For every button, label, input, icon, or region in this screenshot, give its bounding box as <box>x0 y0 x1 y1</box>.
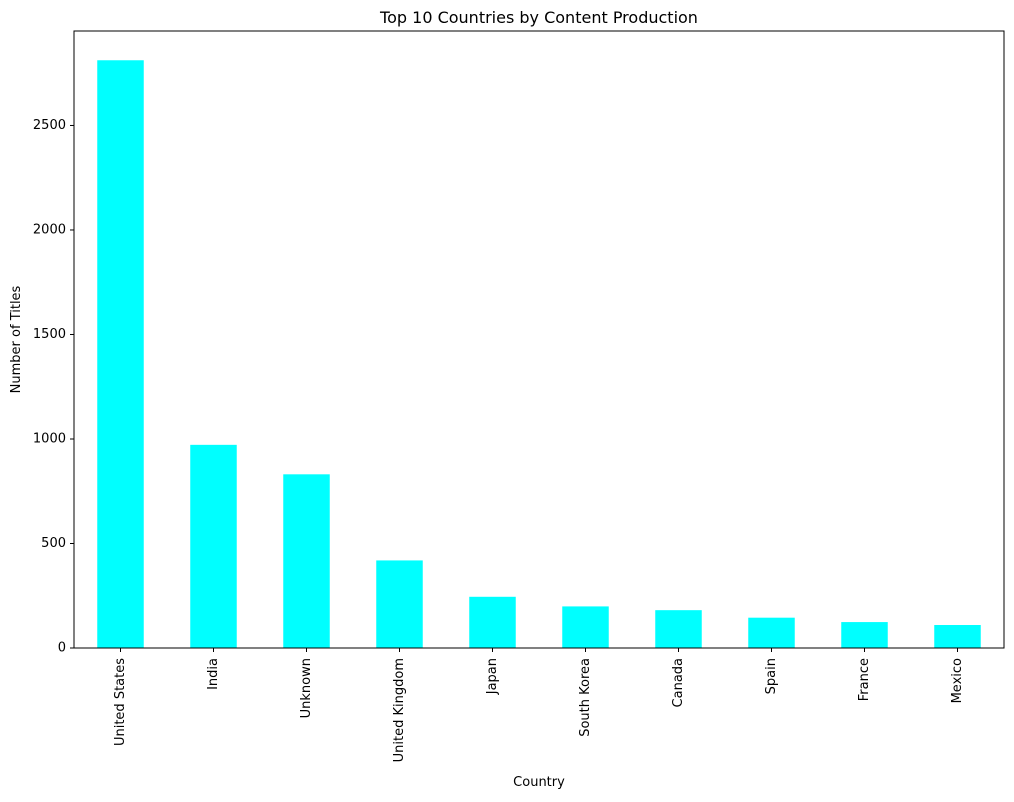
x-tick-label: India <box>206 658 221 690</box>
bar-unknown <box>283 474 330 648</box>
bar-mexico <box>934 625 981 648</box>
y-tick-label: 1000 <box>33 431 66 446</box>
y-tick-label: 2000 <box>33 222 66 237</box>
y-tick-label: 500 <box>41 536 66 551</box>
plot-frame <box>73 30 1005 649</box>
y-tick-label: 1500 <box>33 327 66 342</box>
x-tick-label: Spain <box>764 658 779 694</box>
bar-united-states <box>97 60 144 648</box>
x-tick-label: United States <box>113 658 128 746</box>
x-tick-label: Canada <box>671 658 686 707</box>
y-axis: 0 500 1000 1500 2000 2500 <box>33 118 74 656</box>
bar-india <box>190 444 237 648</box>
x-tick-label: France <box>857 658 872 701</box>
x-axis-label: Country <box>513 775 565 790</box>
x-tick-label: Unknown <box>299 658 314 718</box>
y-axis-label: Number of Titles <box>9 285 24 393</box>
x-tick-label: Japan <box>485 658 500 695</box>
bar-canada <box>655 610 702 648</box>
bar-spain <box>748 617 795 648</box>
y-tick-label: 0 <box>58 641 66 656</box>
x-tick-label: United Kingdom <box>392 658 407 762</box>
y-tick-label: 2500 <box>33 118 66 133</box>
x-tick-label: South Korea <box>578 658 593 737</box>
bar-japan <box>469 596 516 648</box>
x-tick-label: Mexico <box>950 658 965 703</box>
bar-south-korea <box>562 606 609 648</box>
bar-france <box>841 622 888 648</box>
x-axis: United States India Unknown United Kingdom J… <box>113 648 965 762</box>
bar-united-kingdom <box>376 560 423 648</box>
chart-title: Top 10 Countries by Content Production <box>379 8 698 27</box>
bars-layer <box>97 60 981 648</box>
